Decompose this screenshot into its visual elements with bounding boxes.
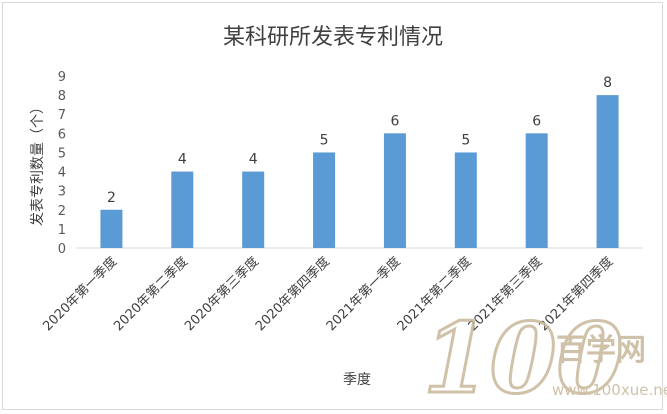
bar [171,171,194,248]
y-tick-label: 9 [58,70,66,85]
bars-group [100,95,619,248]
bar [100,209,123,248]
y-tick-label: 1 [58,223,66,238]
bar [313,152,336,248]
chart-title: 某科研所发表专利情况 [223,25,443,50]
bar [596,95,619,248]
y-tick-label: 4 [58,166,66,181]
watermark-digits: 100 [423,302,623,414]
bar [383,133,406,248]
bar [242,171,265,248]
data-label: 5 [320,132,329,148]
watermark-name: 百学网 [556,333,646,368]
y-tick-label: 3 [58,185,66,200]
data-label: 8 [603,75,612,91]
category-label: 2020年第三季度 [181,254,262,335]
data-label: 6 [390,113,399,129]
y-tick-label: 2 [58,204,66,219]
data-labels-group: 2 4 4 5 6 5 6 8 [107,75,612,206]
y-axis-ticks: 0 1 2 3 4 5 6 7 8 9 [58,70,66,257]
data-label: 5 [461,132,470,148]
category-label: 2020年第四季度 [252,254,333,335]
y-tick-label: 8 [58,89,66,104]
y-axis-title: 发表专利数量（个） [30,100,46,226]
y-tick-label: 7 [58,108,66,123]
data-label: 4 [178,152,187,168]
category-label: 2021年第一季度 [323,254,404,335]
x-axis-title: 季度 [343,372,371,388]
watermark-url: www.100xue.net [552,381,667,399]
data-label: 2 [107,190,116,206]
category-label: 2020年第一季度 [40,254,121,335]
y-tick-label: 6 [58,127,66,142]
y-tick-label: 5 [58,146,66,161]
category-label: 2020年第二季度 [110,254,191,335]
watermark-logo: 100 百学网 www.100xue.net [422,301,667,414]
y-tick-label: 0 [58,242,66,257]
bar [525,133,548,248]
data-label: 6 [532,113,541,129]
bar [454,152,477,248]
data-label: 4 [249,152,258,168]
